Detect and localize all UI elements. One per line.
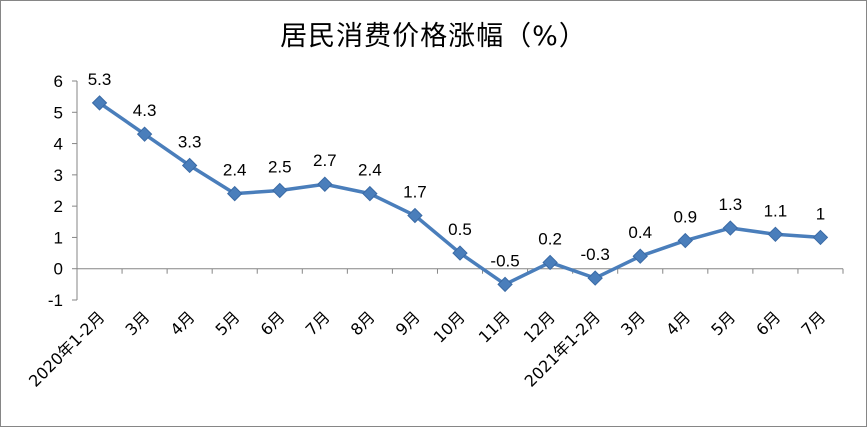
data-point-marker [767,226,784,243]
data-label: 0.5 [448,220,472,239]
x-tick-label: 9月 [392,307,424,339]
data-point-marker [497,276,513,293]
x-tick-label: 7月 [302,307,334,339]
data-label: 0.2 [538,229,562,248]
data-point-marker [362,185,378,202]
x-tick-label: 2020年1-2月 [25,307,108,390]
chart-labels: 5.3 4.3 3.3 2.4 2.5 2.7 2.4 1.7 0.5 -0.5 0.2 -0.3 0.… [88,70,825,270]
data-point-marker [677,232,694,249]
data-point-marker [632,248,648,264]
data-point-marker [181,157,198,174]
y-tick-label: 2 [54,197,63,216]
x-tick-label: 12月 [520,307,559,346]
y-tick-label: 5 [54,103,63,122]
data-point-marker [452,245,468,261]
x-tick-label: 5月 [707,307,739,339]
x-tick-label: 3月 [121,307,153,339]
x-tick-label: 4月 [662,307,694,339]
data-label: 1.3 [719,195,743,214]
x-tick-label: 8月 [347,307,379,339]
x-tick-label: 4月 [167,307,199,339]
y-tick-label: 6 [54,72,63,91]
data-point-marker [226,185,243,202]
y-tick-label: -1 [48,291,63,310]
data-label: 2.7 [313,151,337,170]
chart-series [91,95,829,293]
data-label: 2.4 [223,161,247,180]
x-tick-label: 3月 [617,307,649,339]
data-label: 4.3 [133,101,157,120]
chart-title: 居民消费价格涨幅（%） [280,21,587,52]
x-tick-label: 7月 [797,307,829,339]
data-point-marker [407,207,423,224]
data-label: 3.3 [178,132,202,151]
x-tick-label: 6月 [752,307,784,339]
x-tick-label: 6月 [257,307,289,339]
data-label: 1 [816,204,825,223]
data-point-marker [587,270,603,286]
data-label: -0.3 [581,245,610,264]
y-tick-label: 3 [54,166,63,185]
data-point-marker [317,176,333,192]
y-tick-label: 0 [54,260,63,279]
data-label: -0.5 [490,251,519,270]
data-point-marker [722,220,739,236]
data-label: 1.7 [403,183,427,202]
data-point-marker [91,95,108,111]
y-tick-label: 1 [54,228,63,247]
data-point-marker [812,229,829,246]
x-tick-label: 10月 [430,307,469,346]
x-tick-label: 5月 [212,307,244,339]
data-label: 2.5 [268,158,292,177]
data-point-marker [272,182,288,199]
x-tick-label: 11月 [475,307,514,346]
data-point-marker [136,126,153,142]
data-label: 5.3 [88,70,112,89]
data-label: 2.4 [358,161,382,180]
y-tick-label: 4 [54,135,63,154]
data-point-marker [542,254,558,271]
data-label: 0.9 [673,208,697,227]
data-label: 1.1 [764,201,788,220]
data-label: 0.4 [628,223,652,242]
